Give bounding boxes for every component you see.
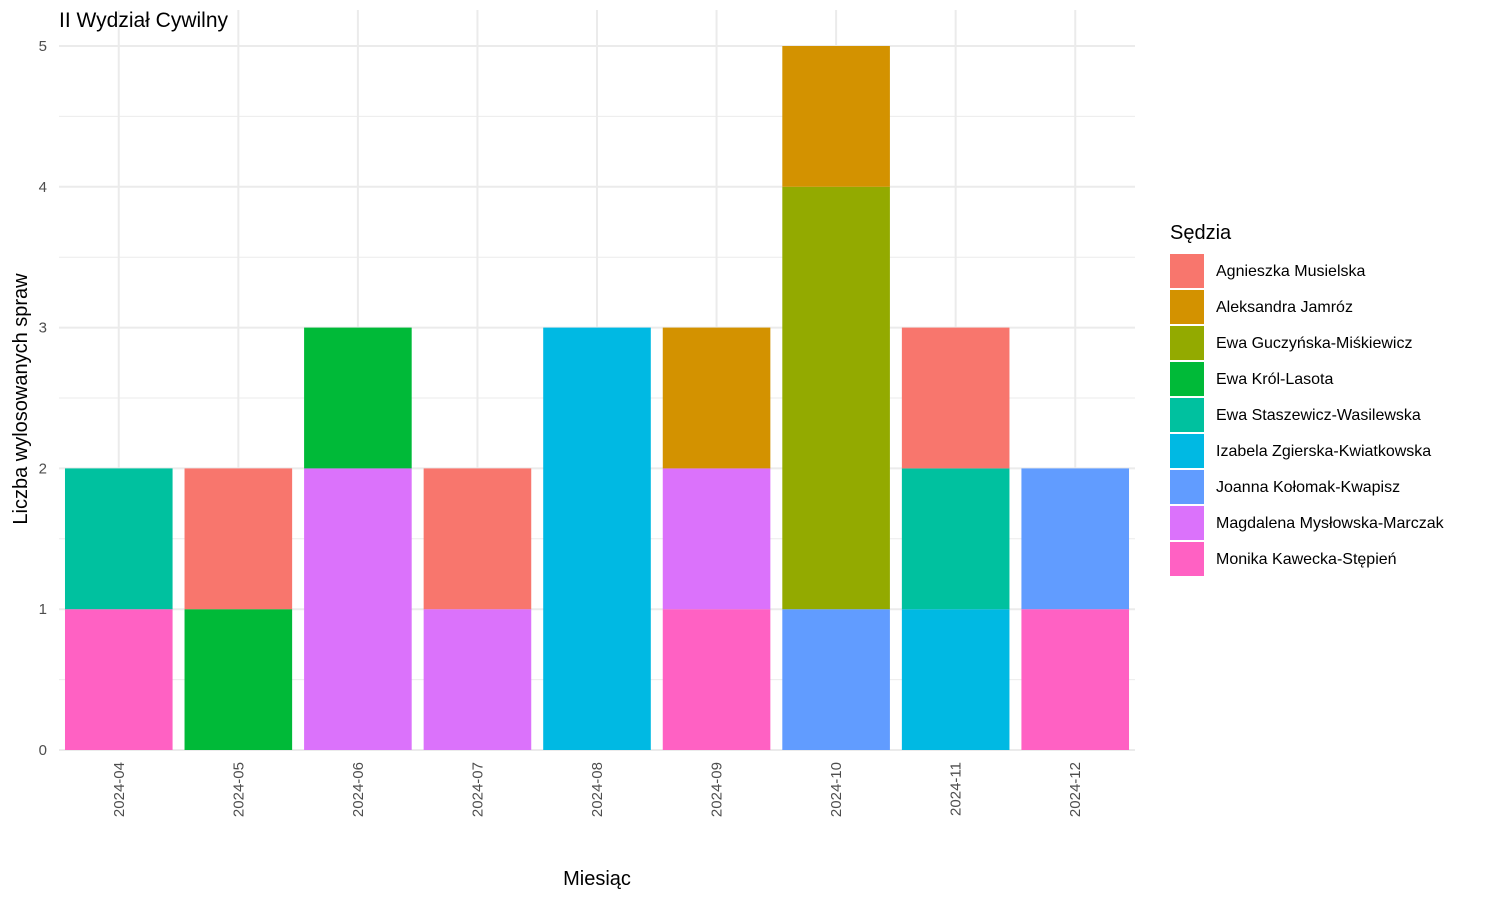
legend-title: Sędzia — [1170, 222, 1232, 244]
tick-labels: 0 1 2 3 4 5 2024-04 2024-05 2024-06 2024-07 2024-0… — [39, 38, 1085, 817]
legend-label: Magdalena Mysłowska-Marczak — [1216, 515, 1445, 532]
y-tick-label: 5 — [39, 38, 47, 55]
y-tick-label: 0 — [39, 742, 47, 759]
x-tick-label: 2024-06 — [350, 762, 367, 817]
legend-swatch — [1170, 326, 1204, 360]
legend-label: Ewa Król-Lasota — [1216, 371, 1333, 388]
y-axis-title: Liczba wylosowanych spraw — [10, 273, 32, 525]
y-tick-label: 2 — [39, 460, 47, 477]
x-tick-label: 2024-11 — [948, 762, 965, 816]
bar-segment — [1021, 468, 1130, 610]
x-tick-label: 2024-08 — [589, 762, 606, 817]
bars — [64, 46, 1130, 750]
x-tick-label: 2024-04 — [111, 762, 128, 817]
chart-title: II Wydział Cywilny — [59, 9, 229, 32]
bar-segment — [662, 327, 771, 469]
x-tick-label: 2024-07 — [469, 762, 486, 817]
legend-label: Monika Kawecka-Stępień — [1216, 551, 1397, 568]
bar-segment — [184, 468, 293, 610]
bar-segment — [64, 609, 173, 750]
bar-segment — [782, 609, 890, 750]
legend-swatch — [1170, 470, 1204, 504]
bar-segment — [1021, 609, 1130, 750]
legend-swatch — [1170, 542, 1204, 576]
legend-label: Ewa Guczyńska-Miśkiewicz — [1216, 335, 1412, 352]
legend-label: Agnieszka Musielska — [1216, 263, 1366, 280]
bar-segment — [304, 327, 412, 469]
y-tick-label: 1 — [39, 601, 47, 618]
bar-segment — [304, 468, 412, 750]
x-tick-label: 2024-05 — [230, 762, 247, 817]
bar-segment — [423, 468, 532, 610]
bar-segment — [901, 468, 1010, 610]
bar-segment — [184, 609, 293, 750]
bar-segment — [64, 468, 173, 610]
legend-swatch — [1170, 434, 1204, 468]
legend-label: Aleksandra Jamróz — [1216, 299, 1353, 316]
bar-segment — [901, 609, 1010, 750]
x-tick-label: 2024-10 — [828, 762, 845, 817]
legend-swatch — [1170, 506, 1204, 540]
legend-label: Joanna Kołomak-Kwapisz — [1216, 479, 1400, 496]
bar-segment — [782, 46, 890, 187]
x-axis-title: Miesiąc — [563, 868, 631, 890]
legend-swatch — [1170, 254, 1204, 288]
bar-segment — [901, 327, 1010, 469]
bar-segment — [782, 186, 890, 610]
legend-swatch — [1170, 398, 1204, 432]
x-tick-label: 2024-12 — [1067, 762, 1084, 817]
legend-swatch — [1170, 362, 1204, 396]
bar-segment — [543, 327, 651, 750]
bar-segment — [662, 468, 771, 610]
legend-label: Ewa Staszewicz-Wasilewska — [1216, 407, 1421, 424]
y-tick-label: 3 — [39, 320, 47, 337]
legend: Sędzia Agnieszka Musielska Aleksandra Jam… — [1170, 222, 1445, 576]
legend-label: Izabela Zgierska-Kwiatkowska — [1216, 443, 1431, 460]
legend-swatch — [1170, 290, 1204, 324]
y-tick-label: 4 — [39, 179, 47, 196]
bar-segment — [423, 609, 532, 750]
bar-segment — [662, 609, 771, 750]
x-tick-label: 2024-09 — [709, 762, 726, 817]
